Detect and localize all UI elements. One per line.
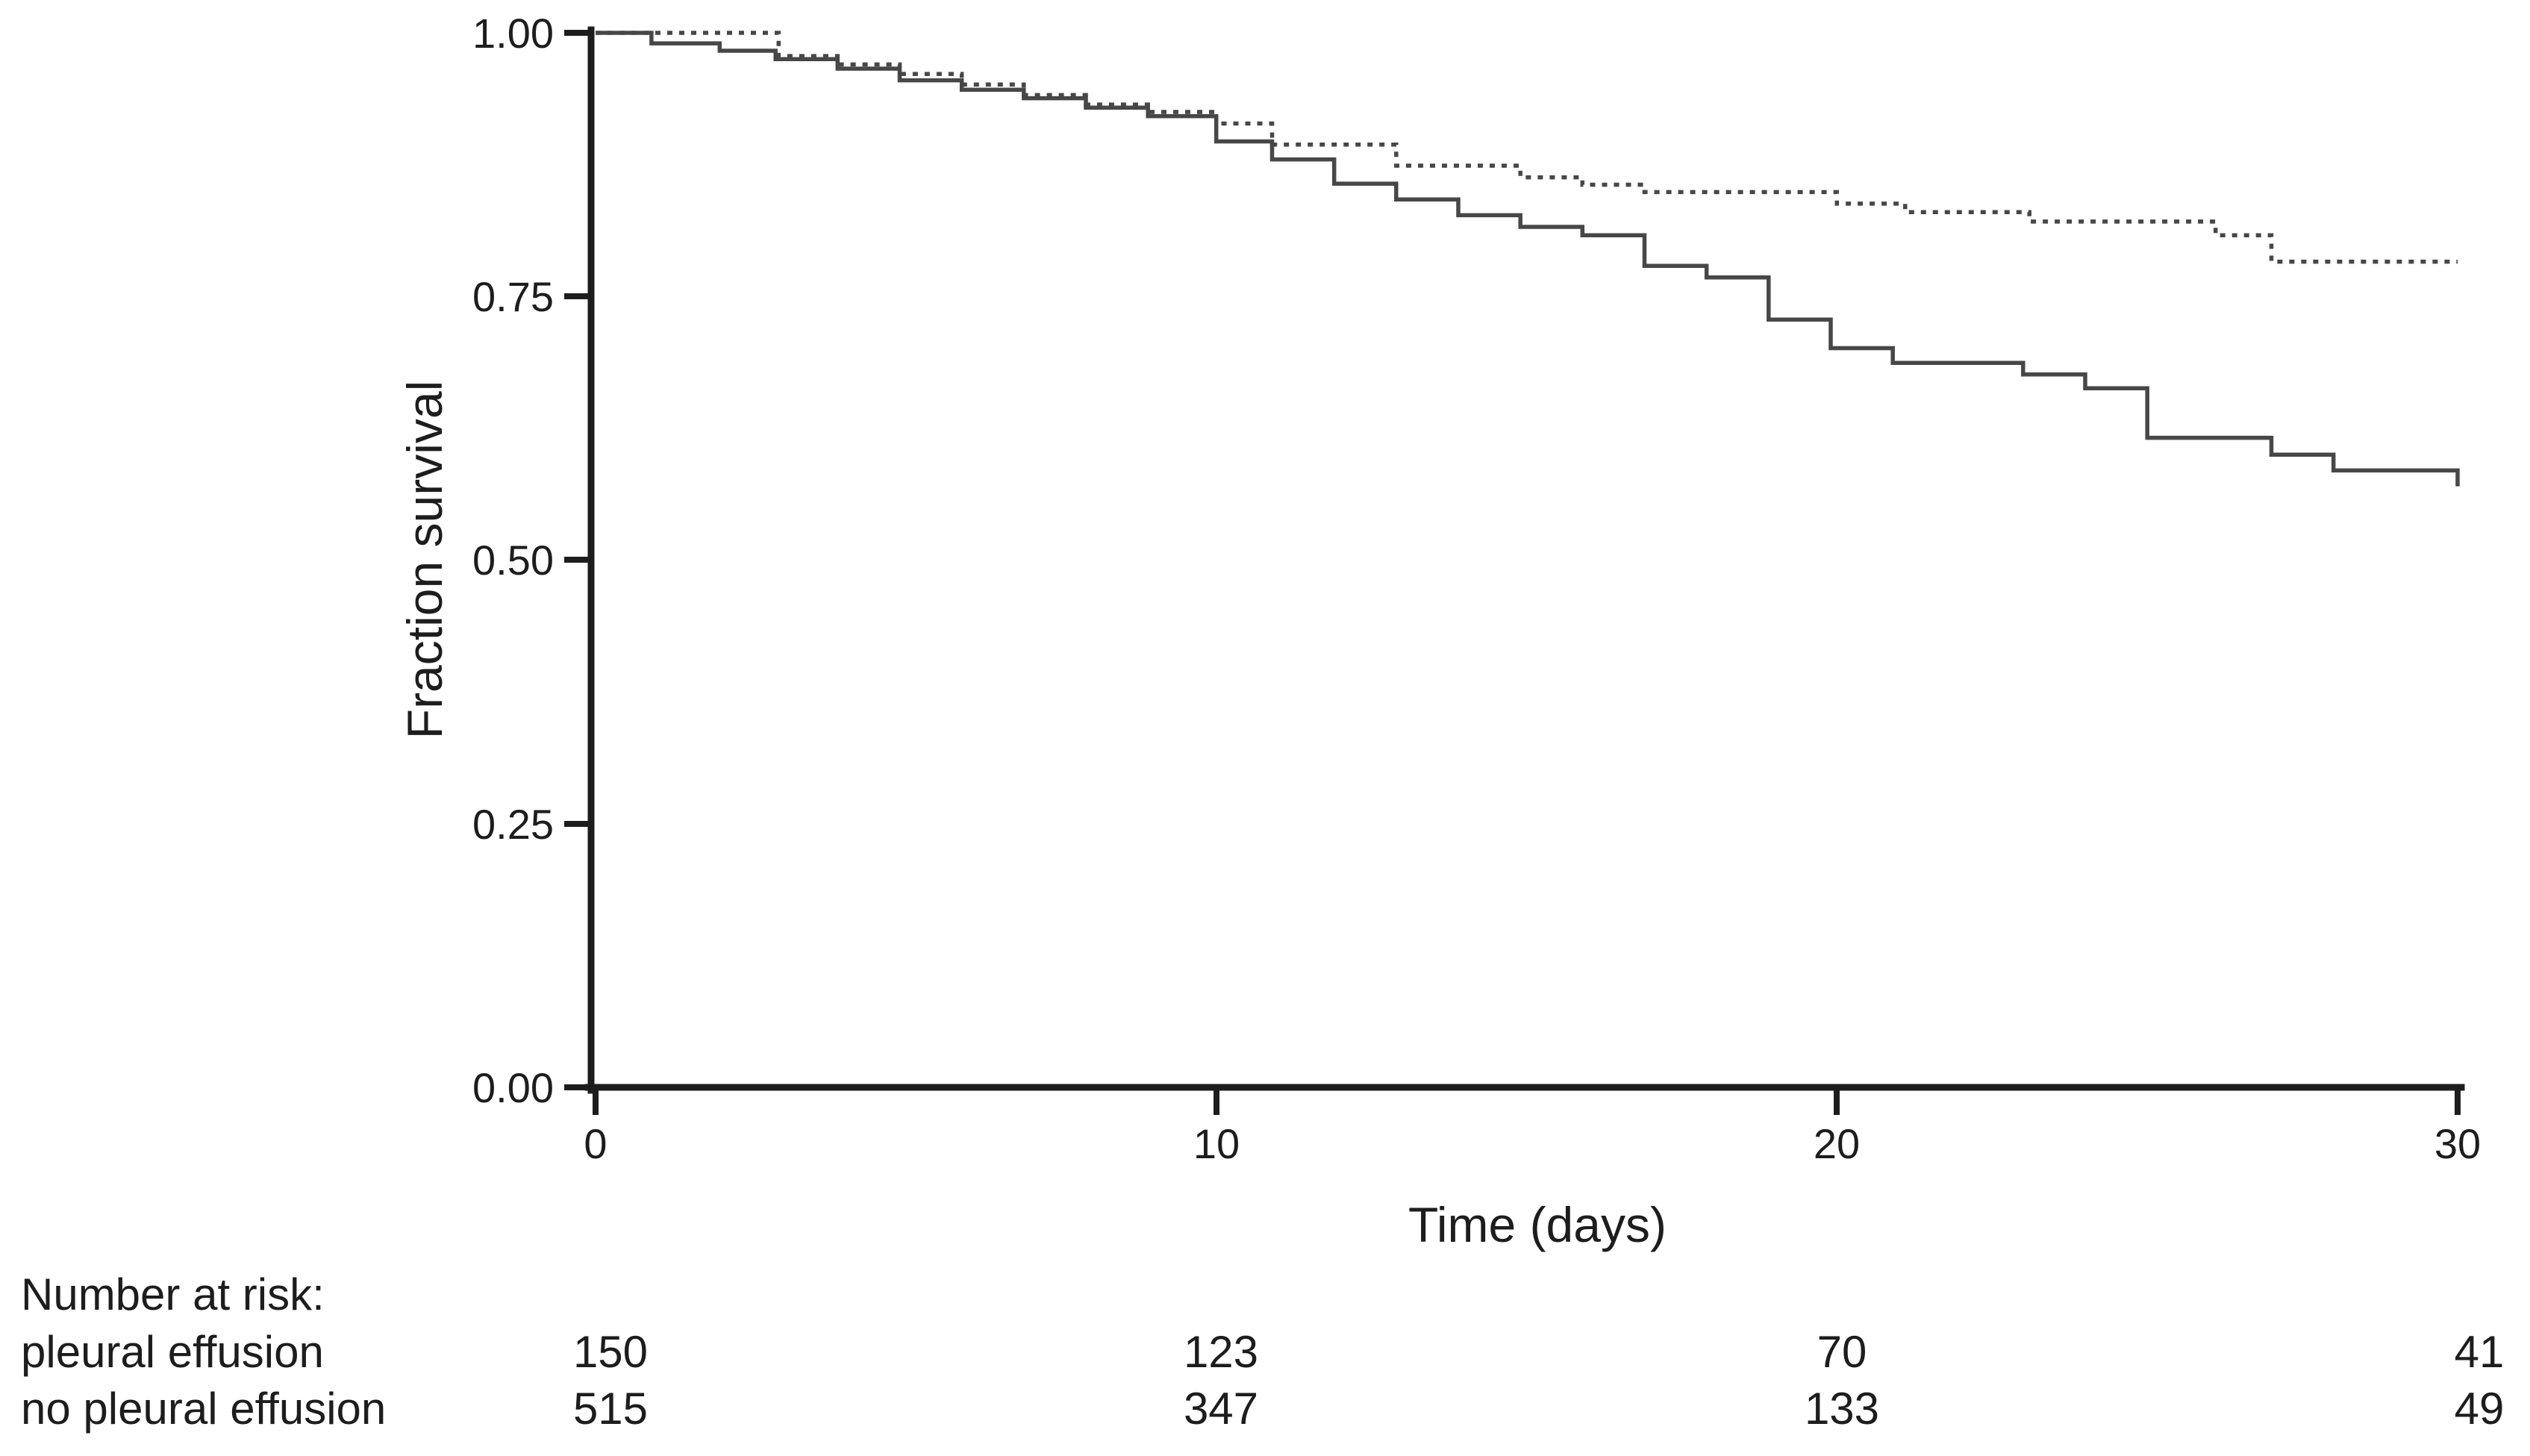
curve-no-pleural-effusion [596, 31, 2458, 264]
risk-row-label: no pleural effusion [21, 1384, 386, 1434]
y-tick-label: 0.75 [472, 273, 554, 320]
x-tick-label: 20 [1814, 1120, 1860, 1167]
risk-table-title: Number at risk: [21, 1269, 325, 1319]
x-axis-title: Time (days) [1408, 1197, 1667, 1252]
risk-row-label: pleural effusion [21, 1327, 324, 1377]
y-axis: 1.00 0.75 0.50 0.25 0.00 [472, 10, 595, 1111]
risk-count: 49 [2455, 1384, 2505, 1434]
risk-count: 41 [2455, 1327, 2505, 1377]
risk-count: 70 [1817, 1327, 1867, 1377]
y-tick-label: 1.00 [472, 10, 554, 57]
risk-count: 150 [573, 1327, 648, 1377]
number-at-risk-table: Number at risk: pleural effusion 150 123… [21, 1269, 2504, 1434]
risk-count: 347 [1184, 1384, 1258, 1434]
risk-count: 123 [1184, 1327, 1258, 1377]
y-tick-label: 0.25 [472, 801, 554, 848]
risk-count: 515 [573, 1384, 648, 1434]
risk-count: 133 [1805, 1384, 1879, 1434]
y-tick-label: 0.00 [472, 1064, 554, 1111]
curve-pleural-effusion [596, 31, 2460, 487]
x-tick-label: 10 [1193, 1120, 1240, 1167]
x-tick-label: 30 [2434, 1120, 2481, 1167]
y-tick-label: 0.50 [472, 537, 554, 584]
x-tick-label: 0 [584, 1120, 607, 1167]
x-axis: 0 10 20 30 [584, 1084, 2481, 1167]
y-axis-title: Fraction survival [397, 381, 452, 739]
